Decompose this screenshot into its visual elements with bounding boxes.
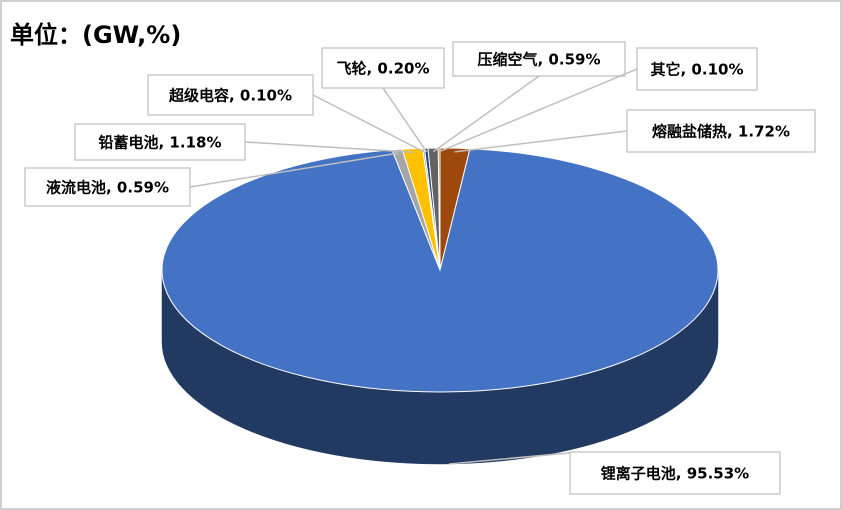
data-label: 超级电容, 0.10% (168, 87, 292, 105)
data-label: 锂离子电池, 95.53% (601, 465, 749, 483)
label-box (569, 451, 781, 495)
label-box (74, 123, 246, 161)
data-label: 压缩空气, 0.59% (478, 51, 601, 69)
leader-line (189, 152, 399, 188)
data-label: 液流电池, 0.59% (46, 179, 169, 197)
label-box (147, 74, 314, 116)
label-box (24, 167, 191, 207)
label-box (626, 109, 816, 153)
leader-line (312, 94, 425, 153)
label-box (321, 47, 445, 89)
leader-line (432, 75, 540, 153)
chart-title: 单位：(GW,%) (10, 21, 181, 49)
leader-line (449, 451, 581, 465)
data-label: 飞轮, 0.20% (337, 60, 430, 78)
leader-line (438, 68, 638, 153)
pie-slice (161, 148, 719, 393)
label-box (636, 47, 758, 91)
data-label: 其它, 0.10% (651, 61, 744, 79)
leader-line (382, 87, 428, 153)
data-label: 铅蓄电池, 1.18% (99, 134, 222, 152)
leader-line (244, 141, 414, 153)
pie-tops (161, 147, 719, 393)
leader-line (454, 130, 628, 153)
data-label: 熔融盐储热, 1.72% (652, 123, 790, 141)
data-labels: 熔融盐储热, 1.72% 锂离子电池, 95.53% 液流电池, 0.59% 铅蓄电池… (24, 41, 816, 495)
label-box (452, 41, 626, 77)
